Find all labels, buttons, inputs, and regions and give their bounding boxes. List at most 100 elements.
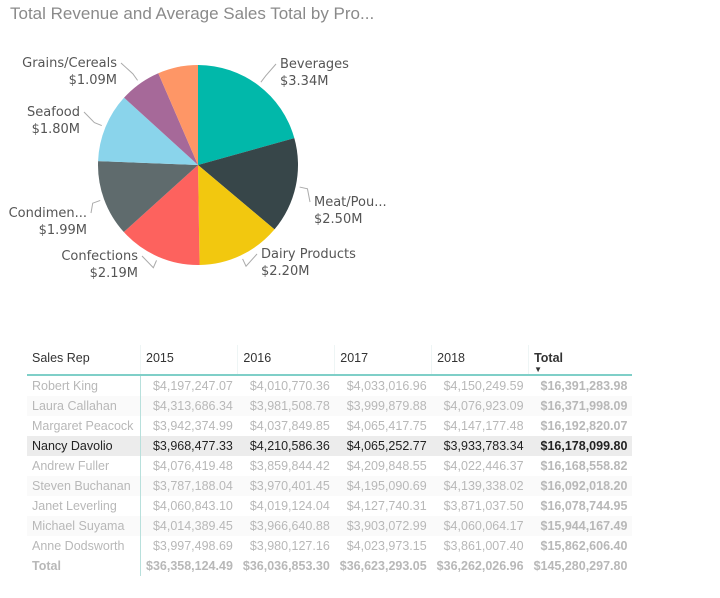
row-label-cell: Total [27, 556, 141, 576]
slice-label: Meat/Pou... [314, 195, 387, 210]
value-cell: $4,065,417.75 [346, 419, 427, 433]
slice-label: Condimen... [9, 206, 87, 221]
value-cell: $4,060,064.17 [431, 516, 529, 536]
leader-line [299, 186, 311, 203]
leader-line [90, 199, 101, 214]
value-cell: $16,192,820.07 [540, 419, 628, 433]
value-cell: $4,037,849.85 [249, 419, 330, 433]
value-cell: $4,065,252.77 [334, 436, 432, 456]
slice-value-label: $2.20M [261, 264, 309, 279]
table-body: Robert King $4,197,247.07 $4,010,770.36 $4,… [27, 375, 633, 576]
value-cell: $4,127,740.31 [346, 499, 427, 513]
pie-slice[interactable] [198, 65, 295, 165]
value-cell: $4,022,446.37 [443, 459, 524, 473]
pie-slice[interactable] [98, 161, 198, 233]
pie-slice[interactable] [198, 165, 275, 265]
leader-line [83, 111, 102, 127]
table-row[interactable]: Steven Buchanan $3,787,188.04 $3,970,401.4… [27, 476, 633, 496]
value-cell: $16,391,283.98 [540, 379, 628, 393]
value-cell: $16,178,099.80 [528, 436, 633, 456]
column-header-2018[interactable]: 2018 [431, 345, 529, 376]
value-cell: $3,997,498.69 [152, 539, 233, 553]
pie-slice[interactable] [198, 138, 298, 230]
table-row[interactable]: Anne Dodsworth $3,997,498.69 $3,980,127.16… [27, 536, 632, 556]
value-cell: $4,060,843.10 [152, 499, 233, 513]
value-cell: $15,862,606.40 [540, 539, 628, 553]
row-label-cell: Margaret Peacock [27, 416, 141, 436]
leader-line [242, 253, 258, 268]
table-header-row: Sales Rep 2015 2016 2017 2018 Total ▼ [27, 345, 633, 376]
value-cell: $3,871,037.50 [443, 499, 524, 513]
leader-line [260, 63, 277, 83]
value-cell: $3,981,508.78 [237, 396, 335, 416]
value-cell: $4,313,686.34 [140, 396, 238, 416]
table-row[interactable]: Margaret Peacock $3,942,374.99 $4,037,849.… [27, 416, 632, 436]
value-cell: $3,966,640.88 [237, 516, 335, 536]
row-label-cell: Janet Leverling [27, 496, 141, 516]
value-cell: $3,980,127.16 [249, 539, 330, 553]
value-cell: $3,970,401.45 [237, 476, 335, 496]
chart-title: Total Revenue and Average Sales Total by… [10, 4, 375, 23]
row-label-cell: Robert King [27, 375, 141, 396]
value-cell: $3,859,844.42 [249, 459, 330, 473]
slice-label: Seafood [27, 105, 80, 120]
value-cell: $4,023,973.15 [346, 539, 427, 553]
value-cell: $16,092,018.20 [528, 476, 633, 496]
column-header-2016[interactable]: 2016 [237, 345, 335, 376]
value-cell: $16,168,558.82 [540, 459, 628, 473]
pie-chart: Beverages $3.34M Meat/Pou... $2.50M Dairy Pr… [9, 56, 387, 281]
row-label-cell: Nancy Davolio [27, 436, 141, 456]
pie-slice[interactable] [124, 73, 198, 165]
total-row[interactable]: Total $36,358,124.49 $36,036,853.30 $36,623… [27, 556, 632, 576]
slice-value-label: $1.80M [32, 122, 80, 137]
value-cell: $36,036,853.30 [242, 559, 330, 573]
column-header-2015[interactable]: 2015 [139, 345, 238, 376]
pie-slice[interactable] [158, 65, 198, 165]
column-header-2017[interactable]: 2017 [334, 345, 432, 376]
slice-label: Confections [61, 249, 138, 264]
table-row[interactable]: Andrew Fuller $4,076,419.48 $3,859,844.42 $… [27, 456, 632, 476]
value-cell: $4,076,923.09 [431, 396, 529, 416]
value-cell: $36,358,124.49 [146, 559, 233, 573]
slice-value-label: $2.19M [90, 266, 138, 281]
value-cell: $4,139,338.02 [431, 476, 529, 496]
value-cell: $36,623,293.05 [339, 559, 427, 573]
table-row[interactable]: Robert King $4,197,247.07 $4,010,770.36 $4,… [27, 375, 632, 396]
value-cell: $15,944,167.49 [528, 516, 633, 536]
table-row[interactable]: Janet Leverling $4,060,843.10 $4,019,124.0… [27, 496, 632, 516]
slice-label: Beverages [280, 57, 349, 72]
value-cell: $3,968,477.33 [140, 436, 238, 456]
value-cell: $4,210,586.36 [237, 436, 335, 456]
value-cell: $145,280,297.80 [533, 559, 628, 573]
sort-descending-icon[interactable]: ▼ [534, 365, 542, 374]
table-row[interactable]: Nancy Davolio $3,968,477.33 $4,210,586.36 $… [27, 436, 633, 456]
slice-value-label: $1.99M [39, 223, 87, 238]
value-cell: $3,787,188.04 [140, 476, 238, 496]
slice-label: Grains/Cereals [22, 56, 117, 71]
leader-line [141, 255, 157, 269]
slice-value-label: $1.09M [69, 73, 117, 88]
value-cell: $4,209,848.55 [346, 459, 427, 473]
value-cell: $3,942,374.99 [152, 419, 233, 433]
value-cell: $4,195,090.69 [334, 476, 432, 496]
row-label-cell: Andrew Fuller [27, 456, 141, 476]
table-row[interactable]: Michael Suyama $4,014,389.45 $3,966,640.88… [27, 516, 633, 536]
value-cell: $4,014,389.45 [140, 516, 238, 536]
pie-slice[interactable] [98, 97, 198, 165]
value-cell: $3,861,007.40 [443, 539, 524, 553]
value-cell: $16,371,998.09 [528, 396, 633, 416]
value-cell: $4,033,016.96 [346, 379, 427, 393]
column-header-total[interactable]: Total ▼ [528, 345, 633, 376]
value-cell: $3,903,072.99 [334, 516, 432, 536]
column-header-sales-rep[interactable]: Sales Rep [27, 345, 141, 376]
table-row[interactable]: Laura Callahan $4,313,686.34 $3,981,508.78… [27, 396, 633, 416]
pie-slice[interactable] [123, 165, 200, 265]
sales-table: Sales Rep 2015 2016 2017 2018 Total ▼ Robert K… [27, 345, 633, 576]
leader-line [120, 62, 138, 81]
value-cell: $4,010,770.36 [249, 379, 330, 393]
value-cell: $4,197,247.07 [152, 379, 233, 393]
value-cell: $16,078,744.95 [540, 499, 628, 513]
row-label-cell: Steven Buchanan [27, 476, 141, 496]
slice-label: Dairy Products [261, 247, 356, 262]
row-label-cell: Michael Suyama [27, 516, 141, 536]
